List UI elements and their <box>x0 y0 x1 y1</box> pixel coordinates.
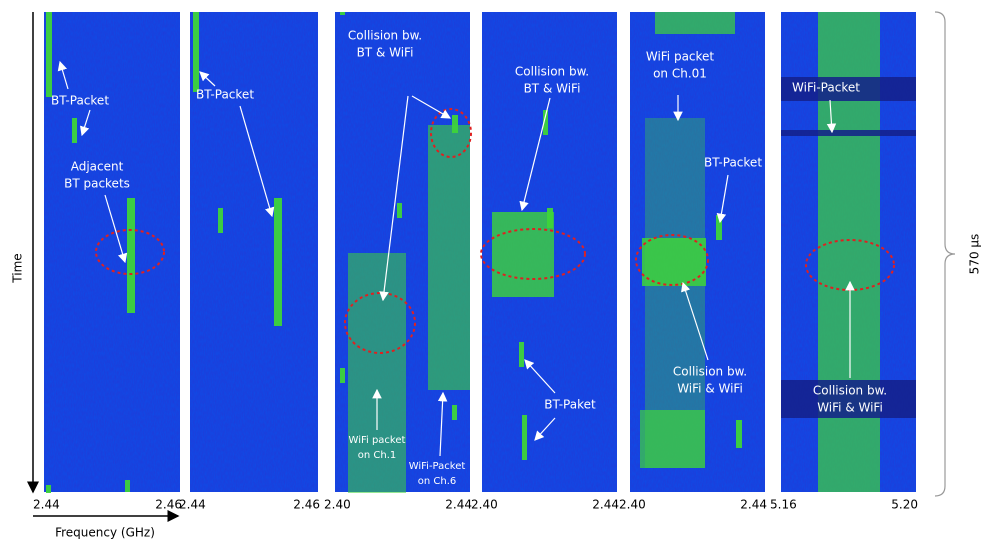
spectrogram-panel: Collision bw. BT & WiFi BT-Paket 2.40 2.44 <box>471 12 619 512</box>
annotation: Collision bw. <box>813 384 887 398</box>
x-tick-label: 2.44 <box>592 498 619 512</box>
signal <box>547 208 553 228</box>
annotation: BT-Packet <box>51 94 109 108</box>
brace <box>934 11 956 497</box>
annotation: BT & WiFi <box>524 82 581 96</box>
signal <box>125 480 130 492</box>
annotation: BT-Packet <box>196 88 254 102</box>
highlight <box>95 229 165 275</box>
annotation: Adjacent <box>71 160 124 174</box>
signal <box>519 342 524 367</box>
x-tick-label: 5.16 <box>770 498 797 512</box>
arrow <box>239 105 275 218</box>
band <box>781 77 916 101</box>
x-tick-label: 2.44 <box>33 498 60 512</box>
x-tick-label: 2.40 <box>619 498 646 512</box>
signal <box>736 420 742 448</box>
arrow <box>826 99 837 134</box>
spectrogram-panel: BT-Packet 2.44 2.46 <box>179 12 320 512</box>
signal <box>716 215 722 240</box>
arrow <box>79 109 91 137</box>
signal <box>492 212 554 297</box>
signal <box>193 12 199 92</box>
annotation: WiFi & WiFi <box>817 401 883 415</box>
annotation: BT-Paket <box>544 398 596 412</box>
arrow <box>199 71 216 87</box>
x-tick-label: 2.46 <box>293 498 320 512</box>
annotation: WiFi-Packet <box>409 461 466 472</box>
signal <box>543 110 548 135</box>
frequency-label: Frequency (GHz) <box>55 526 155 540</box>
duration-label: 570 µs <box>968 234 982 275</box>
signal <box>522 415 527 460</box>
time-label: Time <box>11 253 25 283</box>
spectrogram-panel: Collision bw. BT & WiFi WiFi packet on Ch.1… <box>324 12 472 512</box>
noise <box>44 12 180 492</box>
x-tick-label: 2.44 <box>179 498 206 512</box>
signal <box>452 115 458 133</box>
signal <box>642 238 706 286</box>
annotation: BT packets <box>64 177 130 191</box>
annotation: on Ch.1 <box>358 450 397 461</box>
signal <box>397 203 402 218</box>
arrow <box>716 174 729 224</box>
signal <box>452 405 457 420</box>
annotation: BT-Packet <box>704 156 762 170</box>
noise <box>190 12 318 492</box>
annotation: on Ch.01 <box>653 67 707 81</box>
annotation: WiFi & WiFi <box>677 382 743 396</box>
arrow <box>534 417 556 441</box>
annotation: WiFi-Packet <box>792 81 860 95</box>
arrow <box>524 359 556 394</box>
spectrogram-panel: WiFi packet on Ch.01 BT-Packet Collision bw… <box>619 12 767 512</box>
annotation: BT & WiFi <box>357 46 414 60</box>
arrow <box>519 97 551 212</box>
signal <box>218 208 223 233</box>
signal <box>72 118 77 143</box>
highlight <box>430 108 472 158</box>
annotation: Collision bw. <box>515 65 589 79</box>
highlight <box>344 292 416 354</box>
spectrogram-panel: BT-Packet Adjacent BT packets 2.44 2.46 <box>33 12 182 512</box>
arrow <box>411 95 452 119</box>
arrow <box>104 194 128 264</box>
x-tick-label: 2.40 <box>324 498 351 512</box>
x-tick-label: 2.40 <box>471 498 498 512</box>
signal <box>640 410 705 468</box>
x-tick-label: 2.46 <box>155 498 182 512</box>
highlight <box>480 228 586 280</box>
signal <box>340 12 345 15</box>
signal <box>340 368 345 383</box>
x-tick-label: 5.20 <box>891 498 918 512</box>
x-tick-label: 2.44 <box>740 498 767 512</box>
annotation: Collision bw. <box>673 365 747 379</box>
signal <box>127 198 135 313</box>
highlight <box>635 234 709 286</box>
annotation: Collision bw. <box>348 29 422 43</box>
signal <box>46 12 52 97</box>
arrow <box>437 391 448 457</box>
signal <box>46 485 51 493</box>
annotation: WiFi packet <box>646 50 715 64</box>
arrow <box>379 95 409 302</box>
annotation: WiFi packet <box>349 435 406 446</box>
band <box>781 380 916 418</box>
signal <box>645 118 705 468</box>
signal <box>428 125 470 390</box>
annotation: on Ch.6 <box>418 476 457 487</box>
arrow <box>681 281 709 361</box>
x-tick-label: 2.44 <box>445 498 472 512</box>
band <box>781 130 916 136</box>
spectrogram-panel: WiFi-Packet Collision bw. WiFi & WiFi 5.16 5… <box>770 12 918 512</box>
signal <box>655 12 735 34</box>
arrow <box>57 60 69 90</box>
signal <box>274 198 282 326</box>
